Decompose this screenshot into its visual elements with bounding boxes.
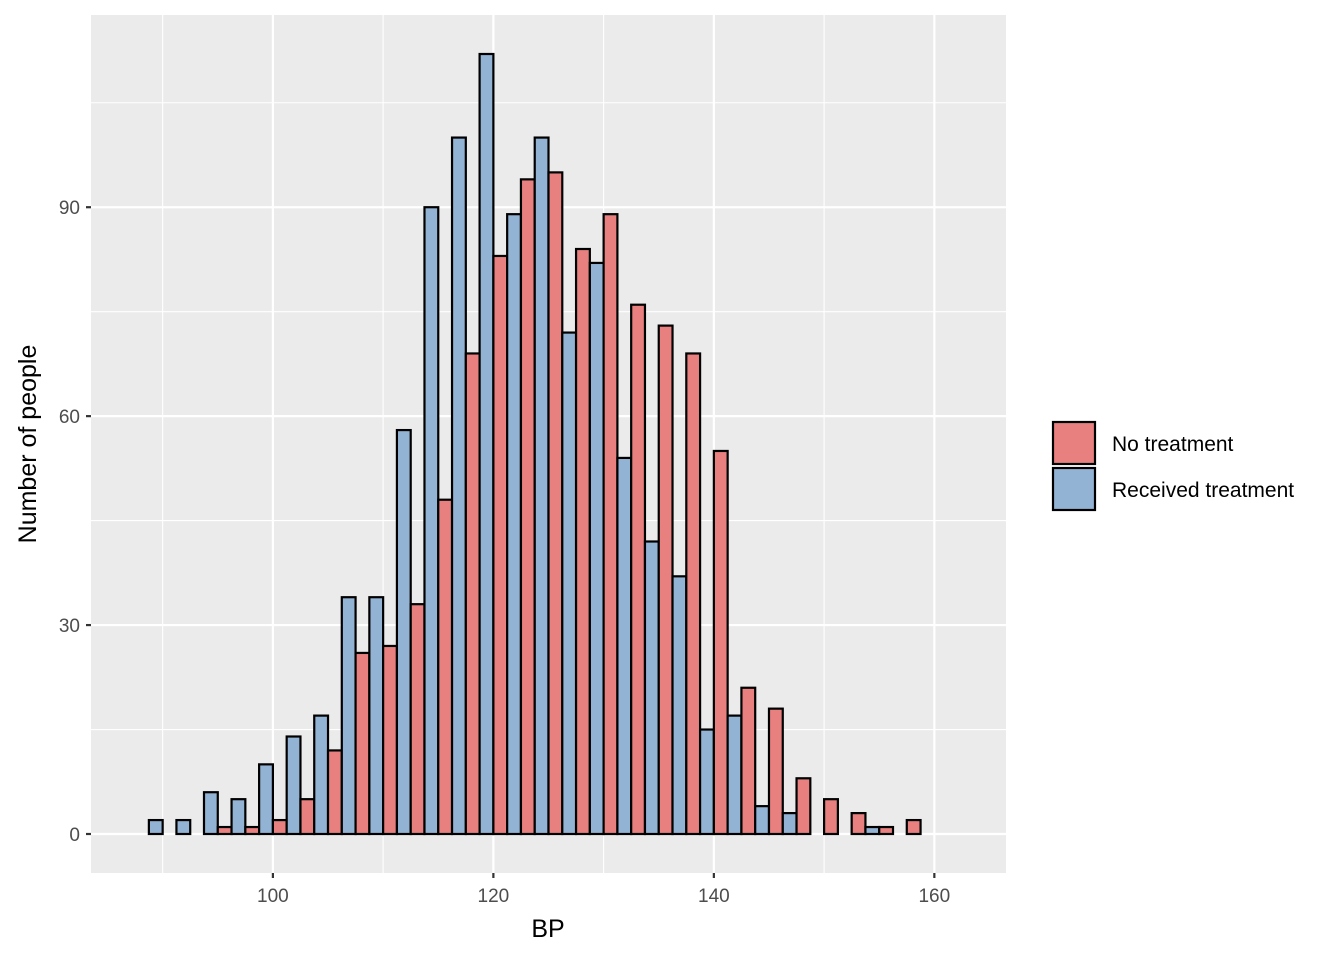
bar-no-treatment [547,171,564,836]
bar-no-treatment [630,303,647,836]
bar-no-treatment [354,651,371,836]
y-tick-label: 0 [69,825,80,846]
bar-no-treatment [602,213,619,836]
bar-received-treatment [616,456,633,836]
bar-no-treatment [492,254,509,836]
bar-received-treatment [588,261,605,836]
bar-no-treatment [409,603,426,836]
bars-layer [147,52,922,836]
bar-received-treatment [698,728,715,836]
bar-received-treatment [533,136,550,836]
bar-no-treatment [216,825,233,836]
bar-received-treatment [643,540,660,836]
bar-no-treatment [326,749,343,836]
bar-no-treatment [823,798,839,836]
bar-no-treatment [657,324,674,836]
bar-received-treatment [313,714,330,836]
bar-no-treatment [519,178,536,836]
bar-received-treatment [258,763,274,836]
bar-received-treatment [423,206,440,836]
bar-received-treatment [175,818,192,836]
bar-received-treatment [726,714,743,836]
legend-key-received-treatment [1051,466,1097,512]
legend-key-no-treatment [1051,420,1097,466]
legend: No treatment Received treatment [1051,420,1294,512]
bar-received-treatment [478,52,495,836]
y-axis: 0 30 60 90 [59,198,91,846]
bar-received-treatment [864,825,881,836]
bar-received-treatment [230,798,247,836]
bar-received-treatment [147,818,164,836]
x-tick-label: 140 [698,886,730,907]
y-axis-title: Number of people [14,345,42,544]
bar-received-treatment [754,805,771,836]
bar-received-treatment [781,812,798,836]
bar-no-treatment [464,352,481,836]
x-tick-label: 160 [918,886,950,907]
bar-received-treatment [395,428,412,836]
bar-no-treatment [382,644,399,836]
legend-label-no-treatment: No treatment [1112,433,1234,456]
y-tick-label: 90 [59,198,80,219]
bar-no-treatment [685,352,702,836]
x-tick-label: 100 [257,886,289,907]
bar-no-treatment [712,449,729,836]
bar-no-treatment [299,798,316,836]
bar-received-treatment [340,596,357,836]
bar-received-treatment [671,575,688,836]
y-tick-label: 60 [59,407,80,428]
bar-no-treatment [244,825,261,836]
bar-no-treatment [850,812,867,836]
bar-no-treatment [878,825,895,836]
bar-received-treatment [506,213,523,836]
bar-no-treatment [767,707,784,836]
bar-no-treatment [574,247,591,836]
legend-label-received-treatment: Received treatment [1112,479,1294,502]
bar-no-treatment [740,686,757,836]
bar-received-treatment [202,791,219,836]
x-axis: 100 120 140 160 [257,873,950,907]
bar-received-treatment [450,136,467,836]
bar-no-treatment [795,777,812,836]
bar-no-treatment [905,818,922,836]
bar-received-treatment [368,596,385,836]
x-tick-label: 120 [478,886,510,907]
bar-no-treatment [271,818,288,836]
bar-no-treatment [437,498,454,836]
y-tick-label: 30 [59,616,80,637]
bar-received-treatment [285,735,302,836]
x-axis-title: BP [531,915,564,943]
bar-received-treatment [561,331,578,836]
